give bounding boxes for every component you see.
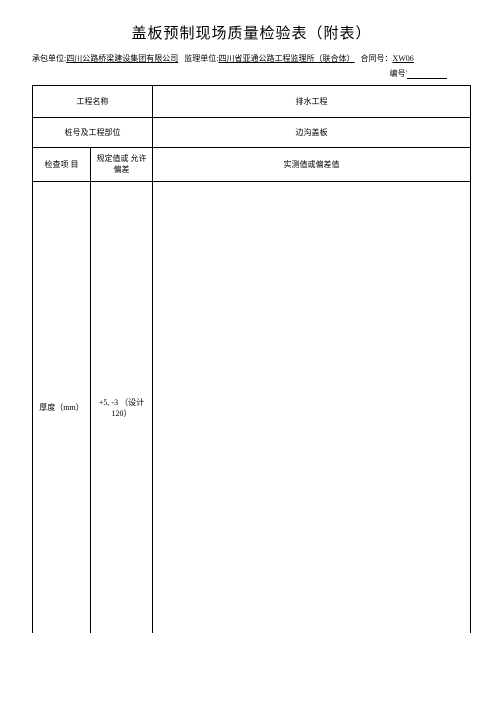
spec-cell: +5, -3 （设计120）: [91, 181, 153, 633]
station-value: 边沟盖板: [153, 117, 471, 147]
header-line-2: 编号': [32, 68, 471, 79]
serial-value-blank: [407, 69, 447, 79]
inspection-table: 工程名称 排水工程 桩号及工程部位 边沟盖板 检查项 目 规定值或 允许偏差 实…: [32, 85, 471, 634]
table-row: 桩号及工程部位 边沟盖板: [33, 117, 471, 147]
serial-label: 编号: [390, 69, 406, 78]
table-row: 检查项 目 规定值或 允许偏差 实测值或偏差值: [33, 147, 471, 181]
check-item-cell: 厚度（mm）: [33, 181, 91, 633]
check-item-header: 检查项 目: [33, 147, 91, 181]
supervisor-label: 监理单位:: [184, 54, 218, 63]
project-name-label: 工程名称: [33, 85, 153, 117]
spec-header: 规定值或 允许偏差: [91, 147, 153, 181]
table-row: 工程名称 排水工程: [33, 85, 471, 117]
project-name-value: 排水工程: [153, 85, 471, 117]
table-row: 厚度（mm） +5, -3 （设计120）: [33, 181, 471, 633]
contractor-label: 承包单位:: [32, 54, 66, 63]
supervisor-value: 四川省亚通公路工程监理所（联合体）: [218, 54, 354, 63]
header-line-1: 承包单位:四川公路桥梁建设集团有限公司监理单位:四川省亚通公路工程监理所（联合体…: [32, 53, 471, 66]
contract-value: XW06: [392, 54, 413, 63]
contractor-value: 四川公路桥梁建设集团有限公司: [66, 54, 178, 63]
contract-label: 合同号：: [360, 54, 392, 63]
document-title: 盖板预制现场质量检验表（附表）: [32, 22, 471, 43]
station-label: 桩号及工程部位: [33, 117, 153, 147]
measured-header: 实测值或偏差值: [153, 147, 471, 181]
measured-cell: [153, 181, 471, 633]
